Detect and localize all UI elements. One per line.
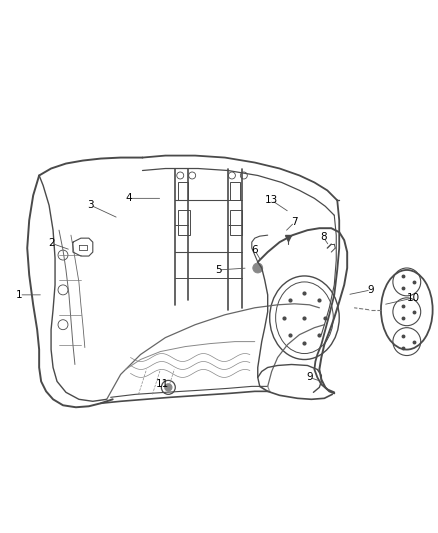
Text: 11: 11 — [156, 379, 169, 390]
Bar — [230, 182, 240, 200]
Text: 6: 6 — [251, 245, 258, 255]
Text: 8: 8 — [320, 232, 327, 242]
Text: 7: 7 — [291, 217, 298, 227]
Text: 4: 4 — [125, 193, 132, 204]
Bar — [178, 182, 188, 200]
Text: 9: 9 — [306, 373, 313, 382]
Circle shape — [165, 384, 172, 391]
Bar — [230, 211, 242, 235]
Circle shape — [253, 263, 263, 273]
Text: 9: 9 — [368, 285, 374, 295]
Text: 5: 5 — [215, 265, 221, 275]
Text: 10: 10 — [407, 293, 420, 303]
Text: 13: 13 — [265, 196, 278, 205]
Bar — [178, 211, 190, 235]
Text: 1: 1 — [16, 290, 23, 300]
Text: 2: 2 — [48, 238, 54, 248]
Text: 3: 3 — [88, 200, 94, 211]
